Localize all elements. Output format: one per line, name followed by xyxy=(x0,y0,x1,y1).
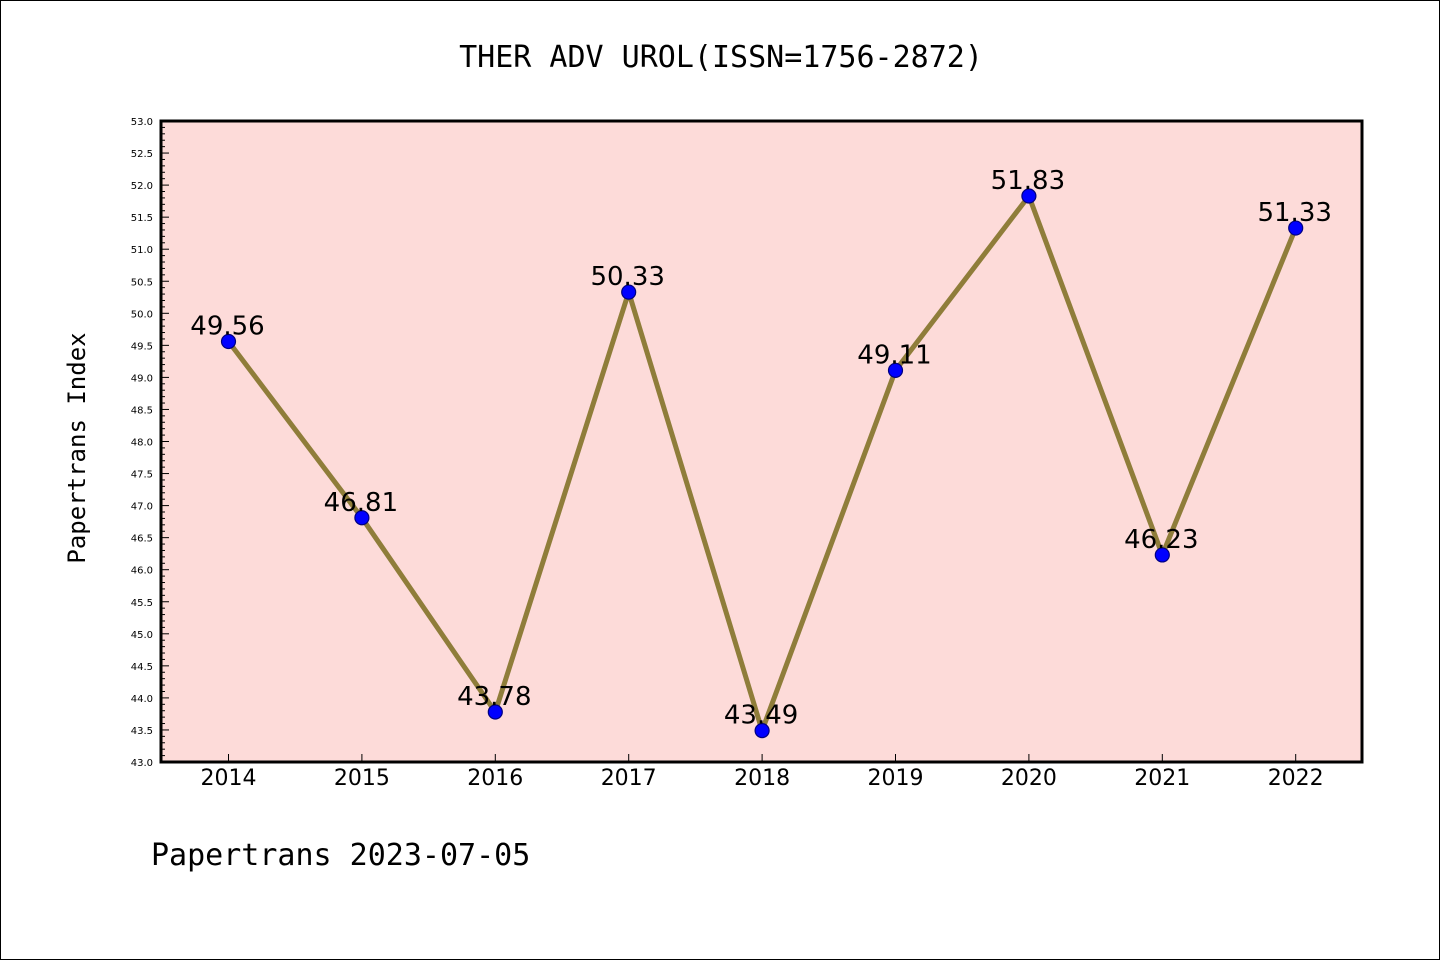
data-point-marker xyxy=(354,510,370,526)
data-label: 51.33 xyxy=(1257,198,1331,228)
data-point-marker xyxy=(1154,547,1170,563)
data-label: 43.78 xyxy=(457,682,531,712)
data-point-marker xyxy=(220,333,237,350)
y-tick-label: 50.5 xyxy=(131,277,153,288)
data-point-marker xyxy=(1021,188,1037,204)
series-line-group xyxy=(220,188,1304,739)
y-axis-label: Papertrans Index xyxy=(63,332,91,563)
x-tick-label: 2022 xyxy=(1268,766,1324,791)
x-tick-label: 2021 xyxy=(1134,766,1190,791)
x-tick-label: 2020 xyxy=(1001,766,1057,791)
y-tick-label: 45.0 xyxy=(131,630,153,641)
data-label-group: 49.56 46.81 43.78 50.33 43.49 49.11 51.83 46.23… xyxy=(190,166,1332,731)
y-tick-label: 48.0 xyxy=(131,438,153,449)
data-label: 49.11 xyxy=(857,340,931,370)
y-tick-label: 48.5 xyxy=(131,405,153,416)
x-tick-label: 2015 xyxy=(334,766,390,791)
y-tick-label: 49.5 xyxy=(131,341,153,352)
x-tick-label: 2019 xyxy=(868,766,924,791)
y-tick-label: 43.5 xyxy=(131,726,153,737)
y-tick-label: 44.0 xyxy=(131,694,153,705)
y-tick-label: 47.0 xyxy=(131,502,153,513)
x-tick-label: 2016 xyxy=(467,766,523,791)
y-tick-label: 44.5 xyxy=(131,662,153,673)
y-axis-ticks: 43.0 43.5 44.0 44.5 45.0 45.5 46.0 46.5 47.0 47.5… xyxy=(131,117,169,769)
data-point-marker xyxy=(887,362,904,378)
footer-note: Papertrans 2023-07-05 xyxy=(151,838,530,873)
y-tick-label: 46.5 xyxy=(131,534,153,545)
x-tick-label: 2017 xyxy=(601,766,657,791)
chart-title: THER ADV UROL(ISSN=1756-2872) xyxy=(459,40,983,75)
data-point-marker xyxy=(1288,220,1304,236)
y-tick-label: 53.0 xyxy=(131,117,153,128)
y-tick-label: 52.5 xyxy=(131,149,153,160)
y-tick-label: 50.0 xyxy=(131,309,153,320)
y-tick-label: 49.0 xyxy=(131,373,153,384)
y-tick-label: 51.0 xyxy=(131,245,153,256)
x-axis-ticks: 2014 2015 2016 2017 2018 2019 2020 2021 2022 xyxy=(201,754,1324,791)
data-point-marker xyxy=(621,284,637,300)
y-tick-label: 47.5 xyxy=(131,470,153,481)
x-tick-label: 2014 xyxy=(201,766,257,791)
x-tick-label: 2018 xyxy=(734,766,790,791)
y-tick-label: 45.5 xyxy=(131,598,153,609)
y-tick-label: 43.0 xyxy=(131,758,153,769)
y-tick-label: 51.5 xyxy=(131,213,153,224)
data-label: 46.23 xyxy=(1124,525,1198,555)
data-label: 46.81 xyxy=(324,488,398,518)
data-label: 50.33 xyxy=(590,262,664,292)
data-label: 49.56 xyxy=(190,312,264,342)
data-point-marker xyxy=(487,704,503,720)
data-label: 43.49 xyxy=(724,701,798,731)
y-tick-label: 52.0 xyxy=(131,181,153,192)
data-label: 51.83 xyxy=(991,166,1065,196)
data-point-marker xyxy=(754,722,770,739)
y-tick-label: 46.0 xyxy=(131,566,153,577)
plot-area xyxy=(159,119,1364,764)
